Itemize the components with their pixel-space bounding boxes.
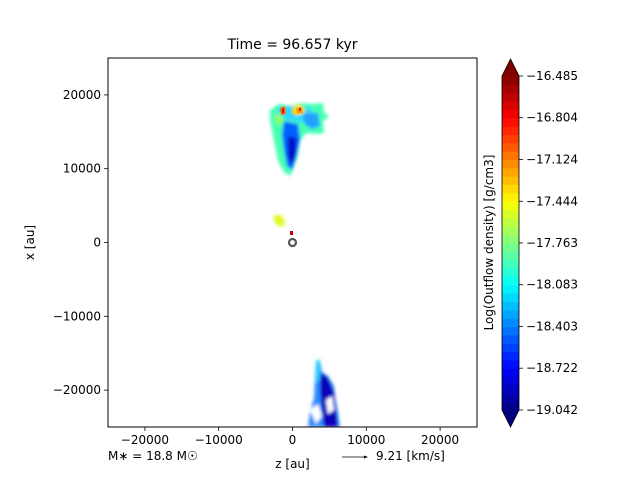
y-tick-label: 10000 <box>63 162 101 176</box>
stellar-mass-label: M∗ = 18.8 M☉ <box>108 449 198 463</box>
colorbar-extend-bottom <box>502 410 519 427</box>
colorbar-band <box>502 192 519 202</box>
colorbar-band <box>502 176 519 186</box>
colorbar-band <box>502 334 519 344</box>
colorbar-band <box>502 384 519 394</box>
density-map <box>270 103 340 427</box>
colorbar-band <box>502 318 519 327</box>
colorbar-ticks: −16.485 −16.804 −17.124 −17.444 −17.763 −18.0… <box>519 69 578 417</box>
small-clump <box>273 214 285 227</box>
y-tick-label: 20000 <box>63 88 101 102</box>
colorbar-band <box>502 243 519 252</box>
colorbar-extend-top <box>502 59 519 76</box>
colorbar-band <box>502 343 519 353</box>
colorbar-band <box>502 167 519 177</box>
x-tick-label: −20000 <box>121 433 169 447</box>
x-tick-label: 10000 <box>347 433 385 447</box>
colorbar-band <box>502 151 519 160</box>
x-tick-label: 20000 <box>421 433 459 447</box>
colorbar-band <box>502 109 519 119</box>
colorbar-tick-label: −17.124 <box>526 152 578 166</box>
colorbar-band <box>502 209 519 219</box>
x-tick-label: 0 <box>289 433 297 447</box>
colorbar-tick-label: −17.763 <box>526 236 578 250</box>
southern-outflow-lobe <box>308 360 340 427</box>
x-tick-label: −10000 <box>195 433 243 447</box>
colorbar-band <box>502 251 519 261</box>
colorbar-band <box>502 268 519 277</box>
colorbar-band <box>502 76 519 85</box>
x-axis-label: z [au] <box>275 457 309 471</box>
colorbar-tick-label: −16.804 <box>526 111 578 125</box>
colorbar-band <box>502 393 519 403</box>
y-axis-label: x [au] <box>23 225 37 260</box>
colorbar-band <box>502 276 519 286</box>
y-tick-label: 0 <box>93 236 101 250</box>
colorbar-band <box>502 134 519 144</box>
colorbar-band <box>502 401 519 411</box>
colorbar-band <box>502 351 519 361</box>
colorbar-band <box>502 326 519 336</box>
colorbar-tick-label: −18.722 <box>526 361 578 375</box>
colorbar-band <box>502 226 519 236</box>
colorbar-band <box>502 368 519 378</box>
small-red-spot <box>290 231 293 235</box>
y-axis-ticks: 20000 10000 0 −10000 −20000 <box>53 88 108 397</box>
colorbar-band <box>502 376 519 386</box>
velocity-arrow-head <box>364 455 368 459</box>
colorbar <box>501 58 520 428</box>
colorbar-band <box>502 293 519 302</box>
colorbar-band <box>502 284 519 294</box>
colorbar-tick-label: −17.444 <box>526 194 578 208</box>
colorbar-band <box>502 217 519 227</box>
colorbar-band <box>502 234 519 244</box>
velocity-scale-label: 9.21 [km/s] <box>376 449 445 463</box>
y-tick-label: −10000 <box>53 309 101 323</box>
colorbar-band <box>502 184 519 194</box>
colorbar-band <box>502 92 519 102</box>
star-marker <box>287 237 298 248</box>
colorbar-label: Log(Outflow density) [g/cm3] <box>482 155 496 331</box>
colorbar-band <box>502 309 519 319</box>
colorbar-tick-label: −18.403 <box>526 320 578 334</box>
colorbar-band <box>502 359 519 369</box>
colorbar-tick-label: −19.042 <box>526 403 578 417</box>
colorbar-band <box>502 126 519 135</box>
colorbar-tick-label: −18.083 <box>526 278 578 292</box>
colorbar-band <box>502 142 519 152</box>
y-tick-label: −20000 <box>53 383 101 397</box>
colorbar-band <box>502 159 519 169</box>
colorbar-band <box>502 117 519 127</box>
colorbar-band <box>502 301 519 311</box>
x-axis-ticks: −20000 −10000 0 10000 20000 <box>121 427 459 447</box>
colorbar-band <box>502 201 519 211</box>
colorbar-band <box>502 101 519 110</box>
colorbar-band <box>502 259 519 269</box>
colorbar-tick-label: −16.485 <box>526 69 578 83</box>
chart-title: Time = 96.657 kyr <box>227 37 358 53</box>
colorbar-band <box>502 84 519 94</box>
northern-lobe-peaks <box>280 106 303 115</box>
